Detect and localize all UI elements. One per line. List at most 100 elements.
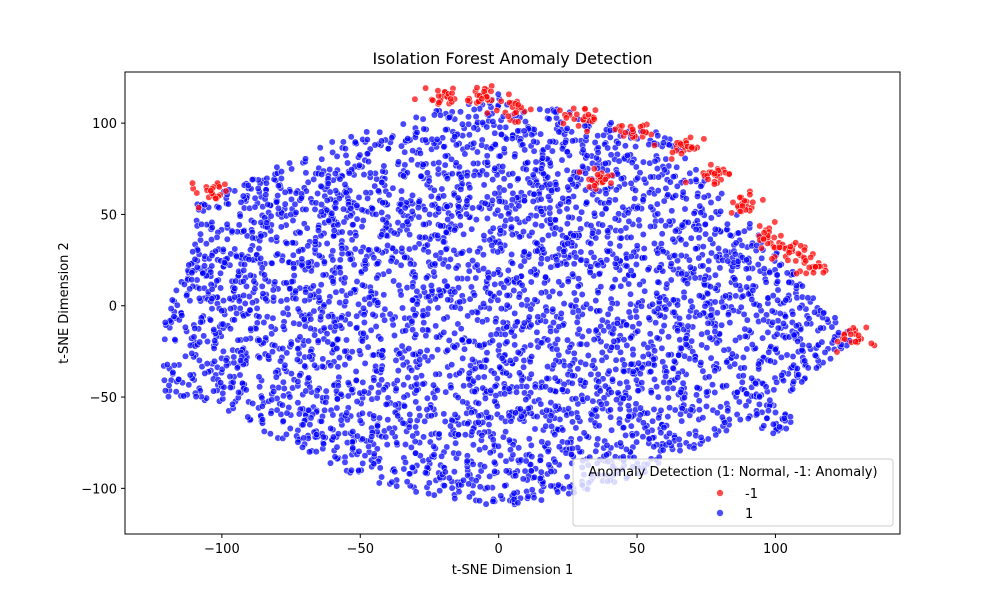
normal-point <box>711 389 719 396</box>
normal-point <box>448 484 456 492</box>
normal-point <box>400 381 408 389</box>
normal-point <box>605 367 613 375</box>
normal-point <box>695 254 703 262</box>
normal-point <box>687 406 695 414</box>
normal-point <box>303 224 311 232</box>
normal-point <box>406 260 414 268</box>
normal-point <box>208 236 215 244</box>
normal-point <box>334 363 342 371</box>
normal-point <box>623 151 631 159</box>
normal-point <box>494 442 502 450</box>
normal-point <box>556 207 564 215</box>
normal-point <box>293 356 301 364</box>
anomaly-point <box>435 99 443 107</box>
normal-point <box>524 159 532 166</box>
normal-point <box>529 171 537 179</box>
normal-point <box>237 198 245 206</box>
normal-point <box>617 227 625 235</box>
normal-point <box>347 289 355 297</box>
normal-point <box>481 444 489 452</box>
normal-point <box>587 305 594 313</box>
normal-point <box>574 365 582 373</box>
normal-point <box>278 257 286 264</box>
normal-point <box>704 266 712 274</box>
normal-point <box>538 183 546 191</box>
normal-point <box>639 196 647 204</box>
normal-point <box>387 257 395 265</box>
normal-point <box>640 245 648 253</box>
normal-point <box>364 246 372 254</box>
normal-point <box>518 281 526 289</box>
normal-point <box>804 294 812 302</box>
normal-point <box>624 402 632 410</box>
normal-point <box>622 321 630 329</box>
anomaly-point <box>497 97 505 105</box>
normal-point <box>230 353 238 361</box>
normal-point <box>420 319 428 327</box>
normal-point <box>211 337 219 345</box>
normal-point <box>257 232 265 240</box>
normal-point <box>684 322 692 330</box>
normal-point <box>609 375 616 383</box>
normal-point <box>347 204 355 212</box>
normal-point <box>320 324 328 332</box>
normal-point <box>658 344 666 352</box>
normal-point <box>701 221 709 228</box>
normal-point <box>674 301 682 309</box>
normal-point <box>666 178 674 186</box>
normal-point <box>331 170 339 177</box>
normal-point <box>430 381 437 389</box>
normal-point <box>399 222 407 230</box>
normal-point <box>774 324 782 332</box>
normal-point <box>612 186 620 194</box>
normal-point <box>690 444 698 452</box>
normal-point <box>288 278 296 286</box>
normal-point <box>242 335 250 343</box>
normal-point <box>299 443 306 451</box>
normal-point <box>359 459 367 467</box>
normal-point <box>537 207 545 215</box>
normal-point <box>192 393 200 401</box>
normal-point <box>544 255 551 263</box>
normal-point <box>355 300 362 308</box>
normal-point <box>789 310 797 318</box>
normal-point <box>409 296 416 304</box>
normal-point <box>363 128 371 136</box>
normal-point <box>344 310 352 318</box>
normal-point <box>565 198 573 206</box>
normal-point <box>639 158 647 166</box>
normal-point <box>583 394 591 402</box>
normal-point <box>527 268 535 276</box>
normal-point <box>272 373 280 381</box>
anomaly-point <box>212 194 220 202</box>
normal-point <box>302 206 310 213</box>
normal-point <box>233 364 241 372</box>
normal-point <box>180 280 188 288</box>
normal-point <box>483 193 491 201</box>
normal-point <box>244 181 252 189</box>
normal-point <box>391 332 398 339</box>
normal-point <box>278 401 286 409</box>
normal-point <box>440 238 447 246</box>
normal-point <box>353 432 361 440</box>
normal-point <box>188 276 196 284</box>
normal-point <box>227 305 235 313</box>
normal-point <box>348 348 356 356</box>
normal-point <box>653 383 661 391</box>
normal-point <box>419 380 427 388</box>
normal-point <box>452 159 460 167</box>
normal-point <box>172 286 180 294</box>
normal-point <box>427 282 435 289</box>
normal-point <box>367 326 375 334</box>
normal-point <box>736 416 744 424</box>
normal-point <box>676 336 684 344</box>
normal-point <box>236 304 244 312</box>
normal-point <box>523 383 531 391</box>
normal-point <box>235 388 243 396</box>
normal-point <box>432 322 440 330</box>
normal-point <box>632 261 640 268</box>
normal-point <box>443 175 451 183</box>
normal-point <box>363 150 371 158</box>
normal-point <box>320 301 328 309</box>
normal-point <box>483 171 491 179</box>
